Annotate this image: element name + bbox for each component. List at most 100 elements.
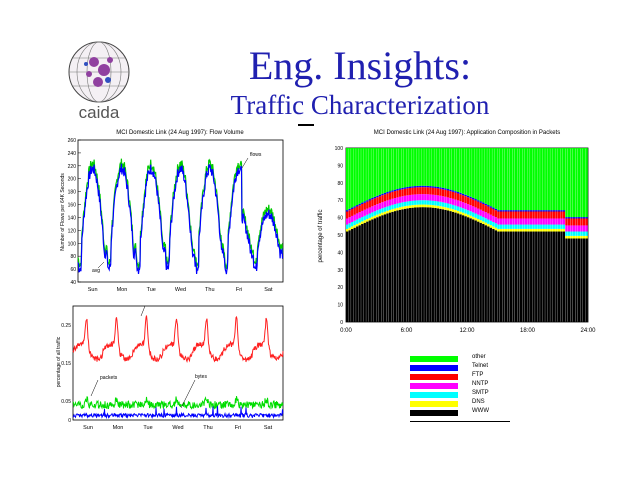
chart2-ytick: 0.25 [61, 323, 71, 329]
chart3-bar-other [444, 148, 447, 189]
chart3-bar-www [424, 207, 427, 322]
chart3-bar-dns [474, 217, 477, 221]
chart3-bar-dns [550, 228, 553, 232]
chart3-bar-www [560, 231, 563, 322]
chart3-bar-smtp [489, 220, 492, 226]
chart3-bar-nntp [469, 205, 472, 212]
chart3-bar-nntp [552, 218, 555, 225]
chart3-bar-smtp [464, 209, 467, 214]
chart3-bar-ftp [472, 199, 475, 207]
chart3-bar-smtp [472, 212, 475, 217]
chart3-bar-dns [371, 216, 374, 220]
chart3-bar-nntp [509, 218, 513, 225]
chart3-bar-telnet [542, 210, 545, 212]
chart3-bar-dns [401, 206, 404, 210]
chart3-bar-other [504, 148, 508, 211]
chart3-bar-ftp [577, 218, 581, 226]
chart3-bar-nntp [451, 198, 455, 205]
chart3-bar-nntp [550, 218, 553, 225]
chart3-ytick: 100 [335, 146, 344, 152]
chart3-bar-smtp [441, 202, 445, 207]
chart3-bar-smtp [479, 215, 482, 221]
chart3-bar-www [351, 228, 354, 322]
chart3-bar-telnet [383, 192, 387, 195]
chart1-xtick: Sat [264, 287, 273, 293]
chart3-bar-other [419, 148, 422, 186]
chart3-bar-www [585, 238, 588, 322]
chart3-bar-smtp [484, 218, 487, 223]
chart3-bar-smtp [494, 223, 497, 228]
chart3-bar-other [469, 148, 472, 197]
chart3-bar-nntp [524, 218, 528, 225]
chart3-bar-www [474, 220, 477, 322]
chart3-bar-other [454, 148, 457, 192]
chart3-bar-ftp [560, 211, 563, 219]
chart3-bar-dns [585, 235, 588, 239]
chart3-bar-www [449, 211, 452, 322]
chart3-bar-ftp [434, 187, 437, 195]
legend-label: DNS [472, 399, 485, 405]
chart3-bar-smtp [346, 224, 349, 229]
chart3-bar-telnet [348, 208, 351, 211]
chart3-bar-ftp [444, 189, 447, 197]
chart3-bar-nntp [517, 218, 520, 225]
chart3-bar-telnet [472, 197, 475, 200]
chart2-annot-bytes: bytes [195, 374, 207, 380]
chart3-bar-ftp [507, 211, 510, 219]
chart3-bar-dns [530, 228, 533, 232]
chart3-bar-telnet [519, 210, 523, 212]
chart3-bar-www [459, 214, 462, 322]
chart3-bar-dns [537, 228, 540, 232]
chart3-bar-dns [456, 210, 460, 214]
chart3-bar-smtp [378, 209, 382, 214]
chart3-bar-www [535, 231, 538, 322]
chart3-bar-other [431, 148, 434, 187]
chart3-bar-other [439, 148, 442, 188]
chart3-bar-smtp [456, 206, 460, 211]
chart3-bar-other [552, 148, 555, 211]
chart3-bar-telnet [414, 186, 417, 188]
chart3-bar-www [398, 209, 402, 322]
chart3-bar-other [535, 148, 538, 211]
chart3-bar-nntp [366, 208, 369, 215]
chart3-bar-telnet [482, 202, 485, 204]
chart3-bar-telnet [441, 187, 445, 190]
chart3-bar-telnet [537, 210, 540, 212]
chart3-bar-dns [449, 208, 452, 212]
chart3-bar-www [502, 231, 505, 322]
chart3-bar-dns [472, 216, 475, 220]
chart3-bar-nntp [446, 197, 450, 204]
chart3-bar-ftp [517, 211, 520, 219]
chart3-bar-nntp [441, 196, 445, 203]
chart3-bar-www [522, 231, 525, 322]
chart3-bar-dns [582, 235, 586, 239]
chart3-bar-smtp [414, 200, 417, 205]
chart3-bar-other [502, 148, 505, 211]
chart3-bar-telnet [484, 203, 487, 206]
chart3-bar-nntp [431, 194, 434, 201]
chart3-bar-dns [540, 228, 543, 232]
chart3-bar-www [557, 231, 561, 322]
chart3-bar-smtp [519, 224, 523, 229]
chart3-bar-www [378, 216, 382, 322]
chart3-bar-telnet [461, 193, 465, 196]
chart3-bar-smtp [535, 224, 538, 229]
chart3-bar-www [580, 238, 583, 322]
chart3-bar-other [512, 148, 515, 211]
chart3-bar-ftp [570, 218, 573, 226]
chart3-bar-www [547, 231, 550, 322]
chart3-bar-smtp [487, 219, 490, 224]
chart3-bar-ftp [580, 218, 583, 226]
chart3-bar-dns [431, 205, 434, 208]
chart3-bar-nntp [461, 202, 465, 209]
chart3-bar-nntp [424, 194, 427, 201]
legend-label: SMTP [472, 390, 489, 396]
chart3-bar-other [527, 148, 530, 211]
chart3-bar-telnet [524, 210, 528, 212]
chart3-bar-www [361, 223, 364, 322]
chart3-bar-www [391, 211, 394, 322]
chart3-bar-www [565, 238, 568, 322]
chart3-bar-ftp [391, 191, 394, 199]
chart3-bar-telnet [504, 210, 508, 212]
chart3-bar-telnet [585, 217, 588, 219]
